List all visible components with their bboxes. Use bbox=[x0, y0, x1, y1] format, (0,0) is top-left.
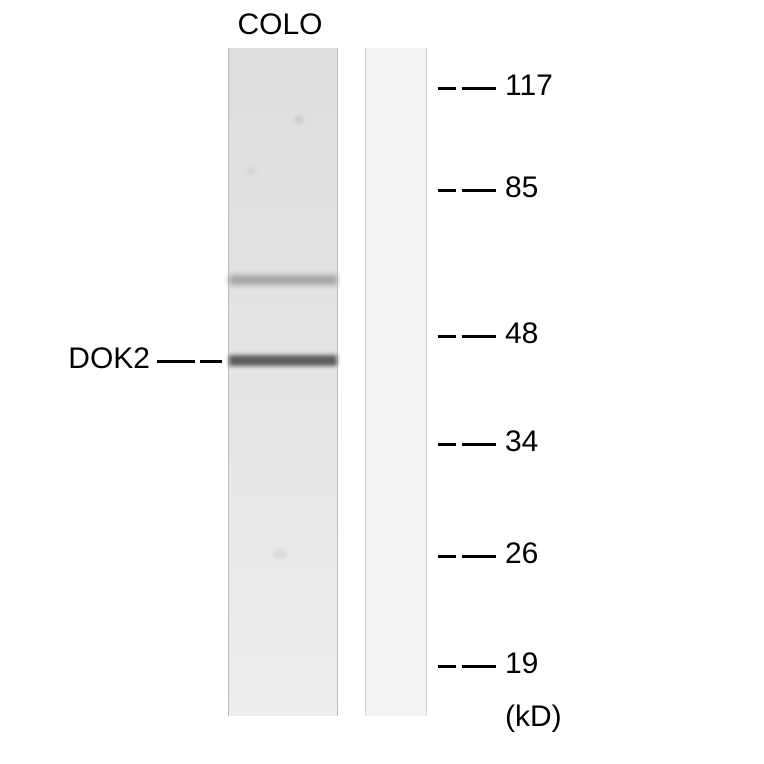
protein-tick bbox=[200, 360, 222, 363]
marker-tick bbox=[438, 555, 456, 558]
lane-header-label: COLO bbox=[220, 8, 340, 42]
gel-band bbox=[229, 355, 337, 366]
ladder-lane bbox=[365, 48, 427, 716]
marker-tick bbox=[462, 189, 496, 192]
noise-spot bbox=[273, 549, 287, 559]
marker-tick bbox=[462, 665, 496, 668]
gel-band bbox=[229, 275, 337, 285]
marker-tick bbox=[462, 335, 496, 338]
marker-tick bbox=[462, 555, 496, 558]
sample-lane bbox=[228, 48, 338, 716]
marker-tick bbox=[438, 665, 456, 668]
marker-label: 117 bbox=[505, 69, 553, 103]
marker-label: 19 bbox=[505, 647, 538, 681]
protein-label: DOK2 bbox=[30, 342, 150, 376]
marker-tick bbox=[438, 189, 456, 192]
marker-label: 34 bbox=[505, 425, 538, 459]
noise-spot bbox=[246, 168, 256, 174]
marker-tick bbox=[462, 443, 496, 446]
marker-label: 48 bbox=[505, 317, 538, 351]
marker-tick bbox=[438, 87, 456, 90]
unit-label: (kD) bbox=[505, 700, 562, 734]
blot-canvas: COLO DOK2 117 85 48 34 26 19 (kD) bbox=[0, 0, 764, 764]
noise-spot bbox=[295, 115, 303, 123]
marker-tick bbox=[438, 443, 456, 446]
protein-tick bbox=[157, 360, 195, 363]
marker-label: 85 bbox=[505, 171, 538, 205]
marker-tick bbox=[462, 87, 496, 90]
marker-tick bbox=[438, 335, 456, 338]
marker-label: 26 bbox=[505, 537, 538, 571]
